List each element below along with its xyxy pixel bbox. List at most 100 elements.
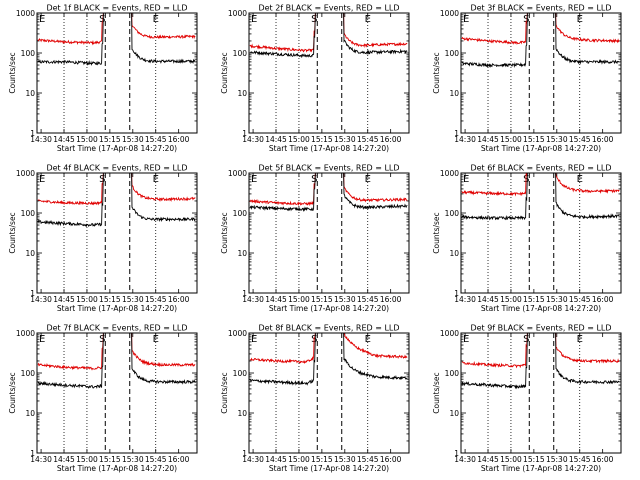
y-tick-label: 1 (30, 449, 35, 458)
panel-det-4f: Det 4f BLACK = Events, RED = LLD 1 10 100 10… (8, 164, 198, 313)
x-tick-label: 15:30 (546, 295, 568, 304)
marker-start-E: E (251, 174, 257, 185)
marker-S: S (523, 14, 529, 25)
x-tick-label: 15:00 (76, 135, 98, 144)
x-tick-label: 16:00 (168, 295, 190, 304)
y-tick-label: 1000 (228, 169, 247, 178)
y-axis-label: Counts/sec (8, 372, 17, 413)
plot-frame (248, 332, 410, 454)
x-tick-label: 15:30 (122, 295, 144, 304)
panel-det-7f: Det 7f BLACK = Events, RED = LLD 1 10 100 10… (8, 324, 198, 473)
x-tick-label: 14:45 (53, 295, 75, 304)
x-tick-label: 15:45 (145, 295, 167, 304)
x-tick-label: 16:00 (168, 455, 190, 464)
x-axis-label: Start Time (17-Apr-08 14:27:20) (57, 144, 177, 153)
x-tick-label: 14:30 (242, 295, 264, 304)
marker-end-E: E (365, 174, 371, 185)
x-tick-label: 16:00 (380, 455, 402, 464)
x-tick-label: 14:45 (265, 295, 287, 304)
panel-title: Det 4f BLACK = Events, RED = LLD (46, 164, 187, 173)
x-axis-label: Start Time (17-Apr-08 14:27:20) (481, 464, 601, 473)
x-axis-label: Start Time (17-Apr-08 14:27:20) (57, 304, 177, 313)
x-tick-label: 15:45 (357, 295, 379, 304)
x-tick-label: 15:00 (500, 455, 522, 464)
plot-frame (248, 12, 410, 134)
x-tick-label: 14:45 (477, 455, 499, 464)
x-tick-label: 15:15 (99, 455, 121, 464)
marker-end-E: E (577, 334, 583, 345)
x-tick-label: 15:15 (99, 135, 121, 144)
y-axis-label: Counts/sec (432, 212, 441, 253)
y-tick-label: 100 (445, 209, 460, 218)
y-tick-label: 1 (242, 129, 247, 138)
y-tick-label: 10 (237, 89, 247, 98)
marker-end-E: E (153, 334, 159, 345)
plot-frame (460, 332, 622, 454)
y-tick-label: 100 (445, 369, 460, 378)
x-tick-label: 15:45 (145, 135, 167, 144)
plot-frame (36, 12, 198, 134)
panel-det-5f: Det 5f BLACK = Events, RED = LLD 1 10 100 10… (220, 164, 410, 313)
y-tick-label: 1000 (16, 169, 35, 178)
x-tick-label: 15:00 (288, 135, 310, 144)
y-tick-label: 10 (25, 249, 35, 258)
marker-S: S (99, 174, 105, 185)
x-tick-label: 14:30 (242, 135, 264, 144)
series-events-line (37, 12, 196, 66)
series-events-line (461, 172, 620, 221)
panel-title: Det 9f BLACK = Events, RED = LLD (470, 324, 611, 333)
series-events-line (249, 172, 408, 212)
x-tick-label: 15:15 (523, 455, 545, 464)
x-tick-label: 15:00 (288, 455, 310, 464)
y-tick-label: 1000 (440, 9, 459, 18)
marker-S: S (523, 334, 529, 345)
series-events-line (37, 332, 196, 389)
x-tick-label: 14:45 (265, 455, 287, 464)
x-tick-label: 15:15 (523, 295, 545, 304)
y-tick-label: 10 (25, 89, 35, 98)
x-tick-label: 15:45 (569, 135, 591, 144)
marker-start-E: E (463, 334, 469, 345)
marker-S: S (311, 174, 317, 185)
plot-frame (460, 172, 622, 294)
panel-title: Det 6f BLACK = Events, RED = LLD (470, 164, 611, 173)
y-tick-label: 1 (242, 449, 247, 458)
x-tick-label: 15:00 (76, 295, 98, 304)
x-tick-label: 16:00 (592, 455, 614, 464)
y-tick-label: 10 (25, 409, 35, 418)
x-tick-label: 16:00 (380, 295, 402, 304)
y-tick-label: 10 (449, 89, 459, 98)
x-tick-label: 16:00 (380, 135, 402, 144)
plot-frame (36, 172, 198, 294)
series-lld-line (249, 12, 408, 53)
panel-det-9f: Det 9f BLACK = Events, RED = LLD 1 10 100 10… (432, 324, 622, 473)
series-lld-line (461, 332, 620, 369)
x-tick-label: 15:15 (311, 135, 333, 144)
series-events-line (461, 12, 620, 69)
x-tick-label: 14:45 (477, 295, 499, 304)
y-axis-label: Counts/sec (8, 52, 17, 93)
x-tick-label: 15:00 (76, 455, 98, 464)
marker-start-E: E (463, 174, 469, 185)
panel-title: Det 2f BLACK = Events, RED = LLD (258, 4, 399, 13)
marker-end-E: E (365, 334, 371, 345)
x-tick-label: 15:45 (569, 455, 591, 464)
panel-title: Det 5f BLACK = Events, RED = LLD (258, 164, 399, 173)
plot-frame (248, 172, 410, 294)
x-tick-label: 15:45 (145, 455, 167, 464)
x-tick-label: 16:00 (592, 295, 614, 304)
x-tick-label: 15:45 (357, 135, 379, 144)
y-tick-label: 10 (449, 249, 459, 258)
y-tick-label: 100 (21, 209, 36, 218)
x-tick-label: 14:45 (53, 135, 75, 144)
y-tick-label: 1 (454, 129, 459, 138)
x-tick-label: 14:30 (454, 295, 476, 304)
series-events-line (249, 332, 408, 386)
series-lld-line (249, 172, 408, 207)
y-tick-label: 1000 (16, 9, 35, 18)
x-tick-label: 14:45 (265, 135, 287, 144)
panel-title: Det 3f BLACK = Events, RED = LLD (470, 4, 611, 13)
x-tick-label: 15:30 (122, 135, 144, 144)
y-tick-label: 10 (237, 409, 247, 418)
y-axis-label: Counts/sec (8, 212, 17, 253)
